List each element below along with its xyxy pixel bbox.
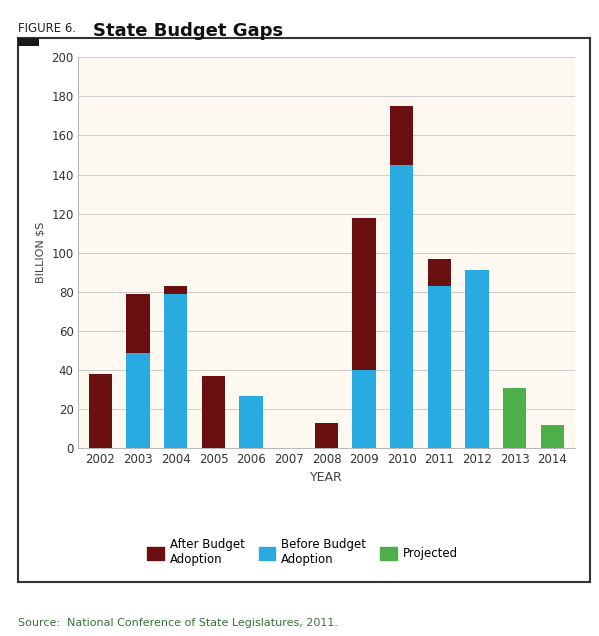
Bar [465, 270, 489, 448]
Bar [390, 165, 413, 448]
Bar [428, 259, 451, 286]
X-axis label: YEAR: YEAR [310, 471, 343, 484]
Bar [541, 425, 564, 448]
Text: FIGURE 6.: FIGURE 6. [18, 22, 76, 35]
Text: State Budget Gaps: State Budget Gaps [93, 22, 283, 40]
Bar [202, 376, 225, 448]
Bar [352, 218, 376, 370]
Bar [428, 286, 451, 448]
Bar [126, 352, 150, 448]
Text: Source:  National Conference of State Legislatures, 2011.: Source: National Conference of State Leg… [18, 618, 338, 628]
Bar [164, 286, 187, 294]
Legend: After Budget
Adoption, Before Budget
Adoption, Projected: After Budget Adoption, Before Budget Ado… [147, 539, 458, 567]
Bar [503, 388, 527, 448]
Y-axis label: BILLION $S: BILLION $S [36, 222, 46, 284]
Bar [352, 370, 376, 448]
Bar [126, 294, 150, 352]
Bar [164, 294, 187, 448]
Bar [89, 374, 112, 448]
Bar [240, 396, 263, 448]
Bar [315, 423, 338, 448]
Bar [390, 106, 413, 165]
